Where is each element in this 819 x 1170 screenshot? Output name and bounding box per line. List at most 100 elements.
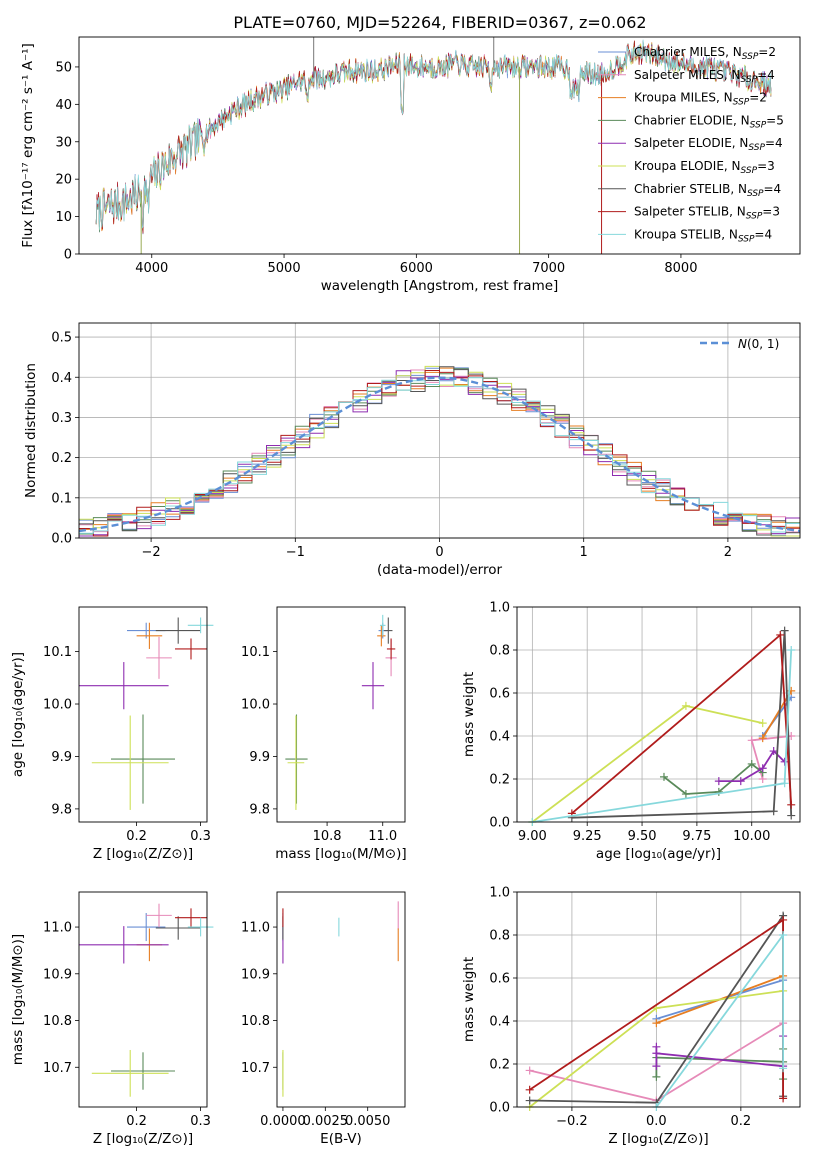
x-axis-label: Z [log₁₀(Z/Z⊙)] [93, 1131, 193, 1147]
x-axis-label: mass [log₁₀(M/M⊙)] [275, 846, 406, 862]
weight-vs-age-marker [776, 630, 785, 639]
weight-vs-Z-marker [652, 1049, 661, 1058]
y-tick-label: 10.8 [43, 1014, 72, 1029]
legend-entry: Kroupa MILES, NSSP=2 [634, 91, 767, 108]
x-axis-label: (data-model)/error [377, 562, 503, 578]
x-tick-label: 0.0000 [260, 1114, 306, 1129]
x-tick-label: 0.0050 [345, 1114, 391, 1129]
x-tick-label: 9.00 [518, 829, 547, 844]
weight-vs-age-marker [787, 811, 796, 820]
weight-vs-age-marker [780, 626, 789, 635]
legend-entry: Salpeter ELODIE, NSSP=4 [634, 136, 783, 153]
weight-vs-age-marker [769, 747, 778, 756]
y-tick-label: 0.2 [51, 451, 72, 466]
weight-vs-age-marker [769, 807, 778, 816]
y-tick-label: 10.0 [43, 698, 72, 713]
weight-vs-Z-marker [779, 1064, 788, 1073]
weight-vs-Z-marker [652, 1062, 661, 1071]
weight-vs-age-marker [758, 719, 767, 728]
weight-vs-Z-marker [525, 1096, 534, 1105]
legend-entry: Chabrier ELODIE, NSSP=5 [634, 113, 784, 130]
x-tick-label: 0.2 [126, 829, 147, 844]
x-tick-label: 0.3 [190, 829, 211, 844]
x-tick-label: 10.8 [313, 829, 342, 844]
y-tick-label: 10.1 [241, 645, 270, 660]
y-tick-label: 50 [55, 60, 72, 75]
legend-entry: Salpeter MILES, NSSP=4 [634, 68, 775, 85]
weight-vs-age-marker [714, 777, 723, 786]
y-tick-label: 10.7 [241, 1061, 270, 1076]
y-tick-label: 10.1 [43, 645, 72, 660]
weight-vs-age-marker [659, 772, 668, 781]
mass-vs-ebv-frame [276, 891, 406, 1108]
y-tick-label: 10.7 [43, 1061, 72, 1076]
x-tick-label: 5000 [268, 261, 301, 276]
weight-vs-age-marker [681, 790, 690, 799]
weight-vs-Z-marker [779, 931, 788, 939]
y-tick-label: 0.4 [51, 371, 72, 386]
y-tick-label: 0.8 [489, 929, 510, 944]
y-tick-label: 0.6 [489, 972, 510, 987]
spectrum-frame [78, 36, 801, 255]
residual-hist-8 [79, 377, 800, 534]
y-axis-label: mass [log₁₀(M/M⊙)] [10, 934, 26, 1065]
weight-vs-age-marker [747, 759, 756, 768]
y-tick-label: 10.8 [241, 1014, 270, 1029]
spectrum-line-8 [95, 39, 772, 230]
figure-title: PLATE=0760, MJD=52264, FIBERID=0367, z=0… [233, 13, 646, 32]
x-tick-label: −1 [286, 545, 305, 560]
x-tick-label: 1 [580, 545, 588, 560]
x-tick-label: 10.00 [733, 829, 770, 844]
y-tick-label: 1.0 [489, 886, 510, 901]
weight-vs-Z-marker [652, 1019, 661, 1028]
x-axis-label: Z [log₁₀(Z/Z⊙)] [608, 1131, 708, 1147]
y-tick-label: 0.8 [489, 644, 510, 659]
y-axis-label: mass weight [461, 672, 477, 757]
spectrum-lines [95, 37, 772, 254]
legend-entry: N(0, 1) [738, 337, 779, 351]
x-axis-label: wavelength [Angstrom, rest frame] [321, 278, 559, 294]
weight-vs-age-frame [516, 606, 801, 823]
x-tick-label: 8000 [664, 261, 697, 276]
x-tick-label: 0.3 [190, 1114, 211, 1129]
y-tick-label: 30 [55, 135, 72, 150]
legend-entry: Chabrier STELIB, NSSP=4 [634, 182, 781, 199]
weight-vs-age-axes: 9.00 9.25 9.50 9.75 10.00 0.0 0.2 0.4 0.6 0.8 1.0 a… [489, 601, 800, 862]
weight-vs-age-marker [787, 646, 796, 654]
y-tick-label: 10.0 [241, 698, 270, 713]
y-tick-label: 0.2 [489, 773, 510, 788]
x-tick-label: −2 [142, 545, 161, 560]
residuals-frame [78, 322, 801, 539]
weight-vs-Z-marker [779, 915, 788, 924]
mass-vs-Z-axes: 0.2 0.3 10.7 10.8 10.9 11.0 Z [log₁₀(Z/Z⊙)] [43, 921, 211, 1147]
y-tick-label: 1.0 [489, 601, 510, 616]
y-tick-label: 9.8 [51, 802, 72, 817]
y-tick-label: 0.0 [489, 816, 510, 831]
y-axis-label: age [log₁₀(age/yr)] [10, 652, 26, 777]
y-tick-label: 0.4 [489, 1015, 510, 1030]
age-vs-Z-axes: 0.2 0.3 9.8 9.9 10.0 10.1 Z [log₁₀(Z/Z⊙)] [43, 645, 211, 862]
legend-entry: Kroupa ELODIE, NSSP=3 [634, 159, 775, 176]
residuals-steps [79, 365, 800, 537]
x-tick-label: 2 [724, 545, 732, 560]
x-tick-label: 0 [435, 545, 443, 560]
weight-vs-Z-marker [779, 1094, 788, 1103]
y-tick-label: 0.1 [51, 491, 72, 506]
x-tick-label: 6000 [400, 261, 433, 276]
weight-vs-age-marker [758, 764, 767, 773]
x-tick-label: 9.25 [573, 829, 602, 844]
legend-entry: Kroupa STELIB, NSSP=4 [634, 227, 772, 244]
y-axis-label: mass weight [461, 957, 477, 1042]
normal-curve [79, 376, 800, 533]
weight-vs-age-marker [681, 701, 690, 710]
y-tick-label: 0.2 [489, 1058, 510, 1073]
age-vs-Z-frame [78, 606, 208, 823]
weight-vs-age-marker [780, 779, 789, 788]
weight-vs-age-marker [758, 734, 767, 743]
y-tick-label: 10.9 [43, 967, 72, 982]
y-tick-label: 40 [55, 98, 72, 113]
y-tick-label: 0.4 [489, 730, 510, 745]
age-vs-mass-axes: 10.8 11.0 9.8 9.9 10.0 10.1 mass [log₁₀(M/M⊙)] [241, 645, 407, 862]
